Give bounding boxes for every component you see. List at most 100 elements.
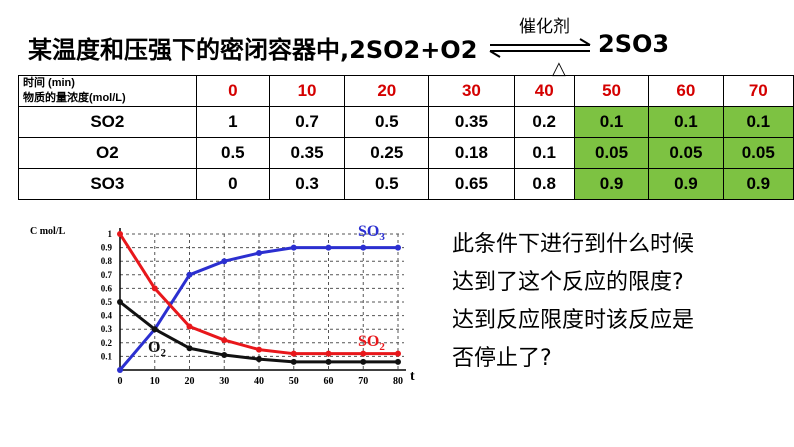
x-axis-label: t: [410, 369, 415, 384]
value-cell: 0.5: [344, 106, 430, 138]
table-row: SO3 0 0.3 0.5 0.65 0.8 0.9 0.9 0.9: [18, 168, 794, 200]
catalyst-label: 催化剂: [519, 17, 570, 37]
data-point-so2: [151, 285, 158, 292]
data-point-o2: [395, 358, 401, 365]
header-time-label: 时间 (min): [23, 77, 75, 89]
data-point-so3: [325, 244, 332, 251]
value-cell: 0.35: [268, 137, 346, 169]
y-tick-label: 1: [108, 229, 113, 239]
question-line: 达到了这个反应的限度?: [452, 270, 684, 295]
value-cell: 0.35: [428, 106, 515, 138]
value-cell-highlighted: 0.9: [648, 168, 724, 200]
value-cell: 0.18: [428, 137, 515, 169]
data-point-o2: [256, 356, 262, 363]
table-header-cell: 时间 (min) 物质的量浓度(mol/L): [18, 75, 197, 107]
time-cell: 10: [268, 75, 346, 107]
y-tick-label: 0.5: [101, 297, 113, 307]
time-cell: 30: [428, 75, 515, 107]
data-point-so2: [221, 337, 228, 344]
question-line: 否停止了?: [452, 346, 552, 371]
y-tick-label: 0.3: [101, 324, 113, 334]
heat-symbol: △: [552, 58, 566, 79]
y-tick-label: 0.6: [101, 283, 113, 293]
time-cell: 60: [648, 75, 724, 107]
value-cell: 0.5: [344, 168, 430, 200]
y-tick-label: 0.1: [101, 351, 113, 361]
equation-reactants: 某温度和压强下的密闭容器中,2SO2+O2: [28, 36, 478, 64]
row-label: SO2: [18, 106, 197, 138]
question-text: 此条件下进行到什么时候 达到了这个反应的限度? 达到反应限度时该反应是 否停止了…: [452, 226, 782, 378]
value-cell: 0.65: [428, 168, 515, 200]
value-cell: 0: [195, 168, 270, 200]
x-tick-label: 0: [118, 376, 123, 387]
concentration-table: 时间 (min) 物质的量浓度(mol/L) 0 10 20 30 40 50 …: [18, 75, 794, 200]
data-point-so3: [395, 244, 401, 251]
value-cell-highlighted: 0.1: [573, 106, 650, 138]
data-point-so2: [395, 350, 401, 357]
value-cell-highlighted: 0.05: [722, 137, 794, 169]
table-header-row: 时间 (min) 物质的量浓度(mol/L) 0 10 20 30 40 50 …: [18, 75, 794, 107]
header-concentration-label: 物质的量浓度(mol/L): [23, 92, 126, 104]
row-label: O2: [18, 137, 197, 169]
value-cell: 0.25: [344, 137, 430, 169]
question-line: 此条件下进行到什么时候: [452, 232, 695, 257]
data-point-o2: [360, 358, 367, 365]
y-tick-label: 0.4: [101, 311, 113, 321]
data-point-so3: [186, 271, 193, 278]
series-label-so3: SO3: [358, 223, 385, 243]
series-label-o2: O2: [148, 339, 166, 359]
x-tick-label: 80: [393, 376, 403, 387]
data-point-o2: [325, 358, 332, 365]
x-tick-label: 20: [185, 376, 195, 387]
value-cell: 0.8: [513, 168, 575, 200]
data-point-o2: [290, 358, 297, 365]
value-cell: 0.3: [268, 168, 346, 200]
y-tick-label: 0.8: [101, 256, 113, 266]
question-line: 达到反应限度时该反应是: [452, 308, 695, 333]
y-tick-label: 0.9: [101, 243, 113, 253]
value-cell-highlighted: 0.05: [648, 137, 724, 169]
time-cell: 40: [513, 75, 575, 107]
y-tick-label: 0.2: [101, 338, 113, 348]
time-cell: 70: [722, 75, 794, 107]
value-cell-highlighted: 0.9: [573, 168, 650, 200]
data-point-so2: [186, 323, 193, 330]
value-cell-highlighted: 0.9: [722, 168, 794, 200]
x-tick-label: 40: [254, 376, 264, 387]
series-label-so2: SO2: [358, 333, 385, 353]
time-cell: 20: [344, 75, 430, 107]
value-cell: 0.7: [268, 106, 346, 138]
data-point-o2: [221, 352, 228, 359]
value-cell-highlighted: 0.05: [573, 137, 650, 169]
value-cell: 0.5: [195, 137, 270, 169]
data-point-so3: [360, 244, 367, 251]
table-row: O2 0.5 0.35 0.25 0.18 0.1 0.05 0.05 0.05: [18, 137, 794, 169]
time-cell: 0: [195, 75, 270, 107]
data-point-so2: [325, 350, 332, 357]
data-point-o2: [117, 299, 123, 305]
time-cell: 50: [573, 75, 650, 107]
concentration-time-chart: 0.10.20.30.40.50.60.70.80.910 10 20 30 40 50 6…: [30, 223, 415, 387]
reversible-arrow-icon: [489, 38, 591, 58]
x-tick-label: 50: [289, 376, 299, 387]
equation-products: 2SO3: [598, 30, 670, 58]
x-tick-label: 10: [150, 376, 160, 387]
value-cell-highlighted: 0.1: [648, 106, 724, 138]
data-point-so2: [290, 350, 297, 357]
value-cell: 1: [195, 106, 270, 138]
value-cell: 0.2: [513, 106, 575, 138]
data-point-so3: [221, 258, 228, 265]
data-point-so2: [360, 350, 367, 357]
data-point-o2: [186, 345, 193, 352]
x-tick-label: 60: [324, 376, 334, 387]
row-label: SO3: [18, 168, 197, 200]
data-point-so2: [256, 346, 262, 353]
data-point-so3: [117, 367, 123, 373]
x-tick-label: 30: [219, 376, 229, 387]
x-tick-label: 70: [358, 376, 368, 387]
data-point-so2: [117, 231, 123, 237]
data-point-so3: [256, 250, 262, 257]
table-row: SO2 1 0.7 0.5 0.35 0.2 0.1 0.1 0.1: [18, 106, 794, 138]
data-point-so3: [290, 244, 297, 251]
value-cell-highlighted: 0.1: [722, 106, 794, 138]
